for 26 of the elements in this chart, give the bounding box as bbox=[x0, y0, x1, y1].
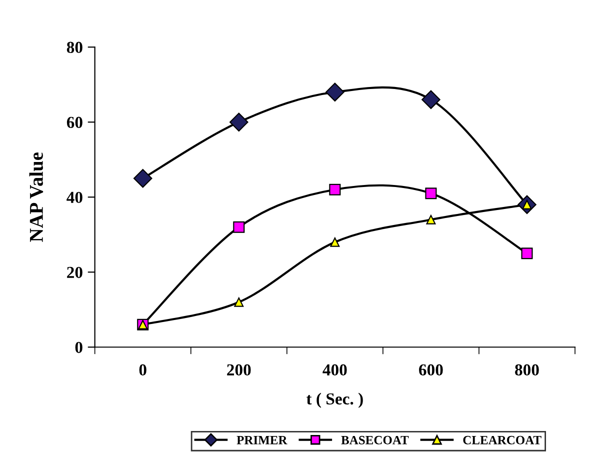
y-tick-label: 80 bbox=[66, 42, 82, 54]
x-tick-label: 0 bbox=[139, 364, 146, 376]
point bbox=[330, 237, 340, 247]
point bbox=[425, 188, 437, 200]
point bbox=[133, 168, 152, 188]
x-tick-label: 600 bbox=[419, 364, 443, 376]
y-tick-label: 20 bbox=[67, 266, 82, 278]
point bbox=[521, 248, 533, 260]
x-axis-title: t ( Sec. ) bbox=[306, 392, 363, 408]
x-tick-label: 200 bbox=[227, 364, 251, 376]
x-tick-label: 800 bbox=[515, 364, 539, 376]
point bbox=[426, 214, 436, 224]
y-tick-label: 0 bbox=[75, 342, 82, 354]
point bbox=[329, 184, 341, 196]
point bbox=[422, 90, 440, 109]
x-tick-label: 400 bbox=[322, 364, 347, 376]
legend-label: PRIMER bbox=[236, 436, 288, 444]
point bbox=[233, 221, 245, 233]
y-axis-title: NAP Value bbox=[29, 152, 44, 242]
legend-label: BASECOAT bbox=[341, 436, 409, 444]
point bbox=[326, 82, 344, 102]
y-tick-label: 40 bbox=[66, 192, 82, 204]
point bbox=[229, 112, 248, 132]
legend-label: CLEARCOAT bbox=[463, 436, 542, 444]
y-tick-label: 60 bbox=[66, 116, 82, 128]
point bbox=[234, 297, 244, 307]
